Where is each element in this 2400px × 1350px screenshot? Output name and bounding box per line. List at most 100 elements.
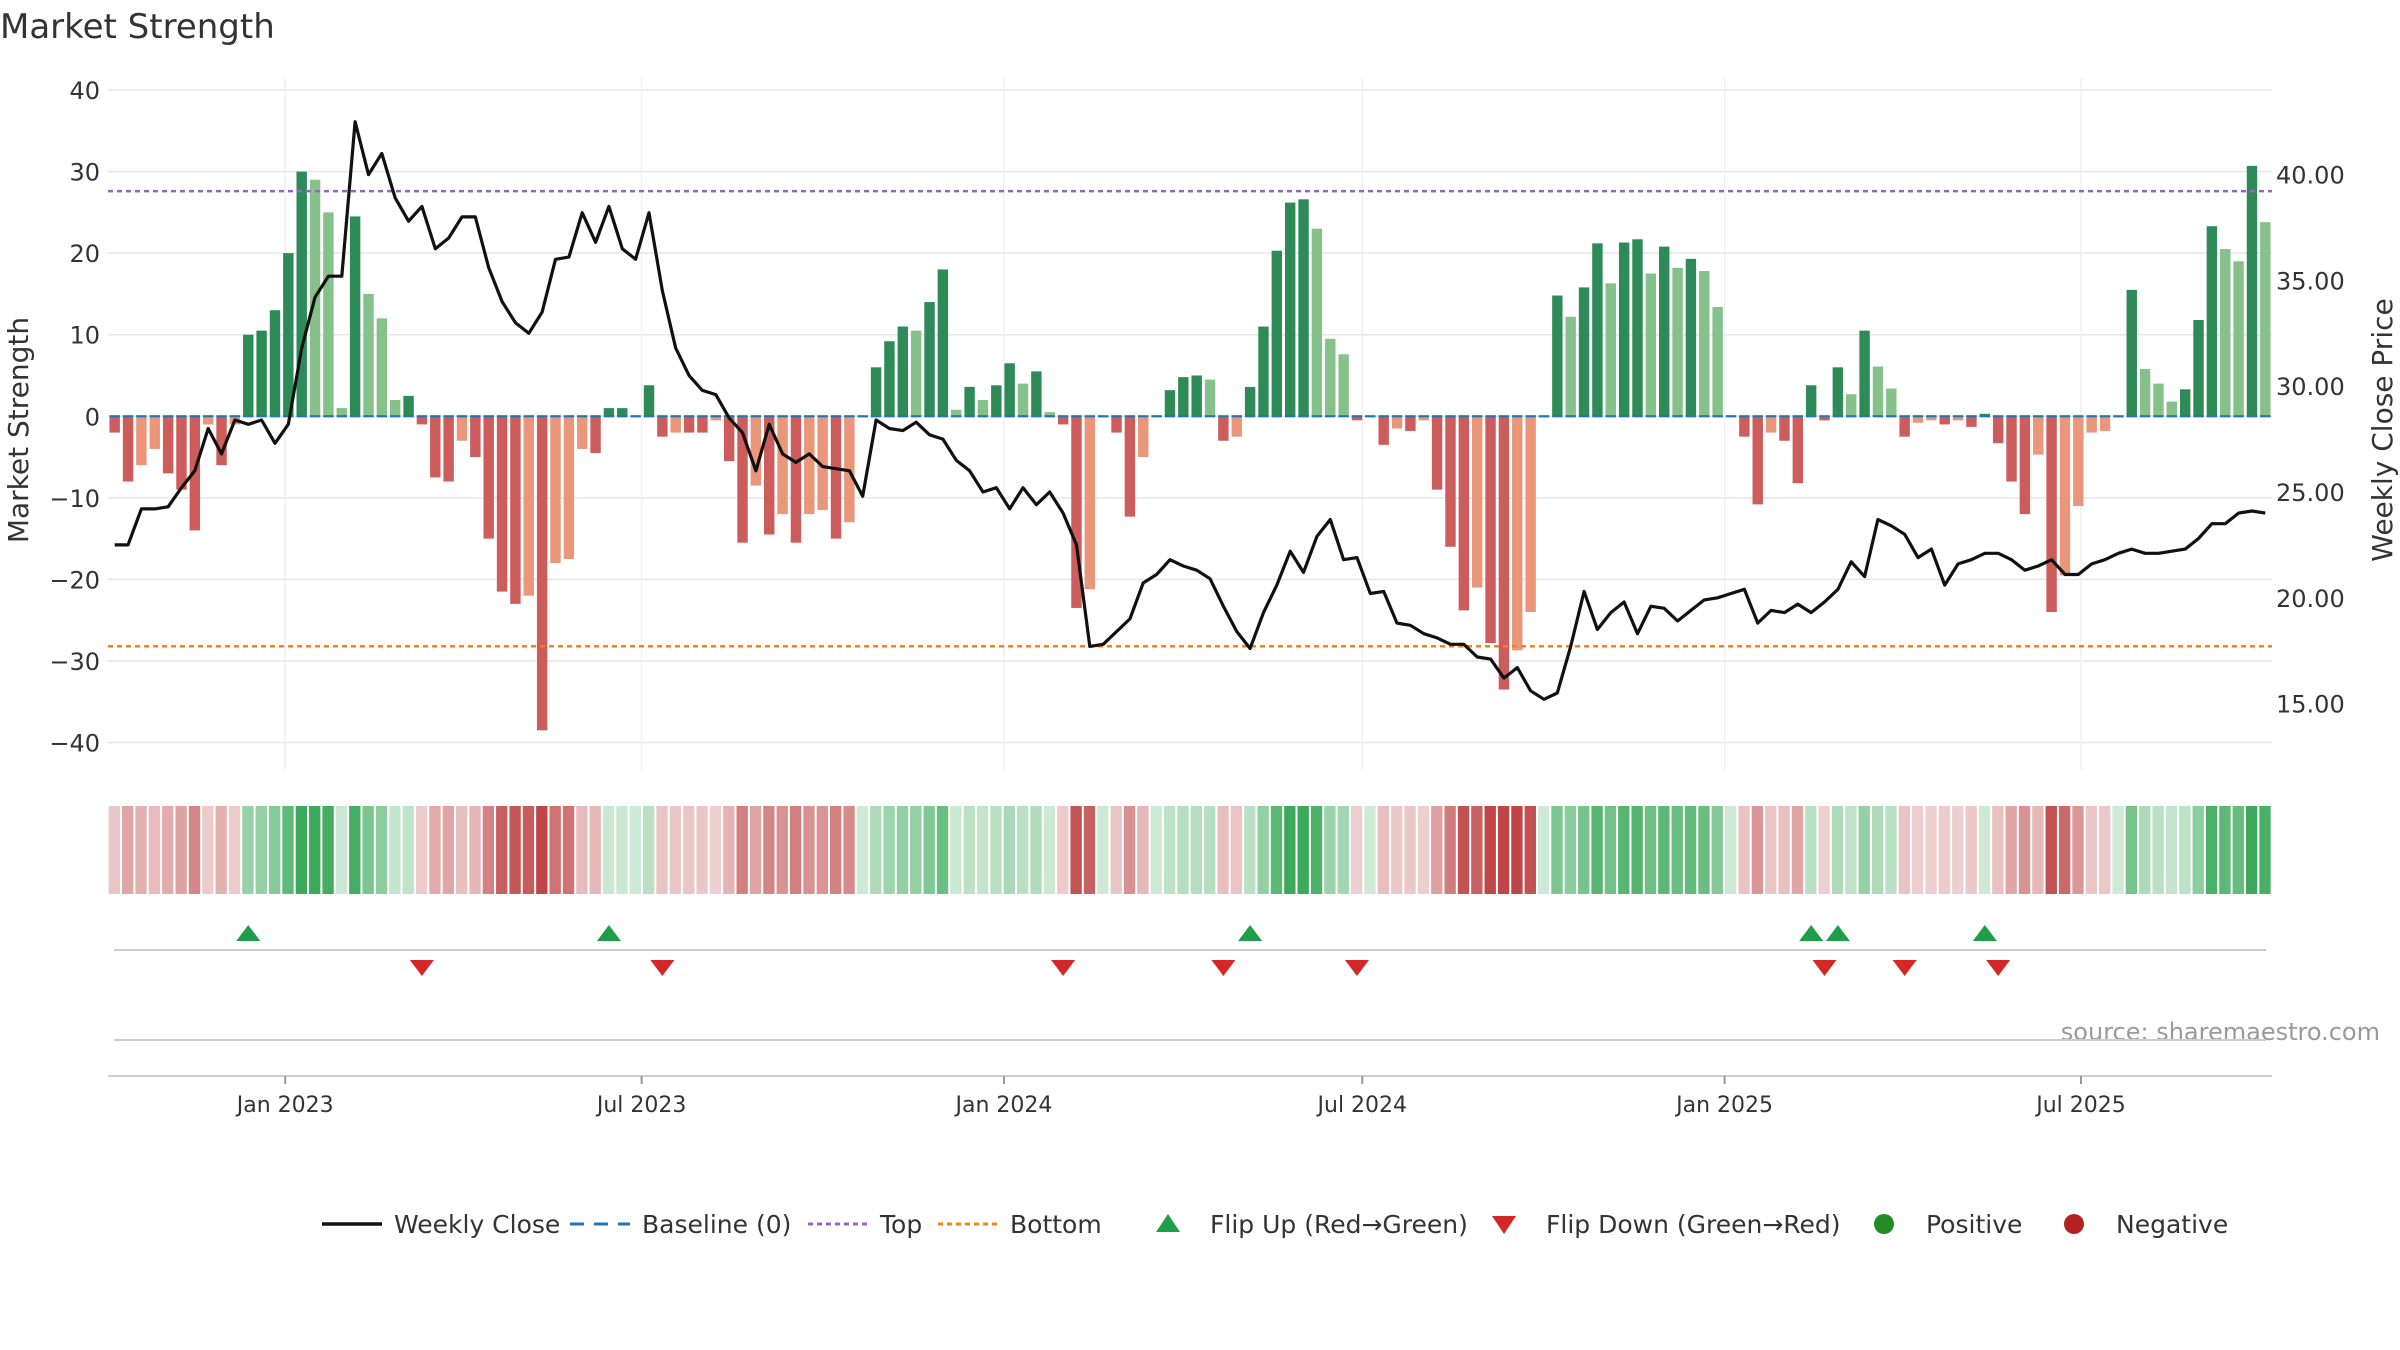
heat-cell xyxy=(162,806,174,894)
strength-bar xyxy=(657,416,668,437)
heat-cell xyxy=(255,806,267,894)
heat-cell xyxy=(1110,806,1122,894)
heat-cell xyxy=(1965,806,1977,894)
strength-bar xyxy=(737,416,748,543)
y-left-tick-label: 40 xyxy=(69,77,100,105)
strength-bar xyxy=(1618,242,1630,417)
strength-bar xyxy=(1912,416,1924,423)
x-tick-label: Jul 2025 xyxy=(2034,1093,2126,1118)
heat-cell xyxy=(1017,806,1029,894)
heat-cell xyxy=(1431,806,1443,894)
heat-cell xyxy=(1845,806,1857,894)
strength-bar xyxy=(202,416,214,425)
y-left-tick-label: −40 xyxy=(49,730,100,758)
flip-down-marker xyxy=(1211,960,1236,976)
heat-cell xyxy=(375,806,388,894)
legend-item-baseline: Baseline (0) xyxy=(570,1210,791,1239)
strength-bar xyxy=(964,386,975,417)
strength-bar xyxy=(1405,416,1416,431)
strength-bar xyxy=(577,416,588,449)
strength-bar xyxy=(1966,416,1977,427)
heat-cell xyxy=(1457,806,1470,894)
strength-bar xyxy=(1832,367,1844,417)
strength-bar xyxy=(563,416,575,560)
strength-bar xyxy=(1418,416,1429,421)
heat-cell xyxy=(1805,806,1817,894)
strength-bar xyxy=(443,416,454,482)
heat-cell xyxy=(2005,806,2017,894)
strength-bar xyxy=(1271,250,1283,417)
heat-cell xyxy=(2152,806,2164,894)
heat-cell xyxy=(522,806,535,894)
flip-markers xyxy=(114,925,2266,1041)
heat-cell xyxy=(1043,806,1056,894)
strength-bar xyxy=(2059,416,2071,576)
y-left-tick-label: −20 xyxy=(49,566,100,594)
strength-bar xyxy=(1552,295,1563,417)
flip-up-marker xyxy=(1799,925,1824,941)
strength-bar xyxy=(550,416,561,564)
strength-bar xyxy=(256,330,267,417)
strength-bar xyxy=(470,416,481,458)
heat-cell xyxy=(2165,806,2178,894)
y-left-tick-label: −10 xyxy=(49,485,100,513)
heat-cell xyxy=(2232,806,2244,894)
heat-cell xyxy=(2085,806,2098,894)
strength-bar xyxy=(2246,165,2258,417)
heat-cell xyxy=(1484,806,1496,894)
strength-bar xyxy=(1739,416,1750,437)
strength-bar xyxy=(1124,416,1136,517)
strength-bar xyxy=(189,416,201,531)
strength-bar xyxy=(1325,338,1336,417)
strength-bar xyxy=(830,416,842,539)
strength-bar xyxy=(162,416,174,474)
heat-cell xyxy=(1177,806,1189,894)
heat-cell xyxy=(656,806,668,894)
strength-bar xyxy=(1498,416,1510,690)
heat-cell xyxy=(1404,806,1416,894)
y-left-tick-label: 20 xyxy=(69,240,100,268)
heat-cell xyxy=(2219,806,2231,894)
heat-cell xyxy=(215,806,227,894)
heat-cell xyxy=(1564,806,1577,894)
strength-bar xyxy=(617,408,628,417)
heat-cell xyxy=(2099,806,2111,894)
y-left-tick-label: 0 xyxy=(85,403,100,431)
heat-cell xyxy=(1417,806,1430,894)
heat-cell xyxy=(1724,806,1737,894)
strength-bar xyxy=(269,310,281,417)
strength-bar xyxy=(1231,416,1242,437)
heat-cell xyxy=(2058,806,2071,894)
heat-cell xyxy=(749,806,762,894)
heat-cell xyxy=(709,806,722,894)
strength-bar xyxy=(2086,416,2097,433)
strength-bar xyxy=(1565,316,1576,417)
strength-bar xyxy=(510,416,521,604)
heat-cell xyxy=(950,806,962,894)
heat-cell xyxy=(669,806,682,894)
strength-bar xyxy=(870,367,882,417)
source-label: source: sharemaestro.com xyxy=(2061,1018,2380,1046)
strength-bar xyxy=(456,416,468,441)
strength-bar xyxy=(1178,377,1189,417)
heat-cell xyxy=(1604,806,1617,894)
strength-bar xyxy=(1218,416,1229,441)
heat-cell xyxy=(1337,806,1349,894)
flip-down-marker xyxy=(650,960,675,976)
heat-cell xyxy=(696,806,708,894)
strength-bar xyxy=(1859,330,1870,417)
heat-cell xyxy=(108,806,121,894)
strength-bar xyxy=(1044,412,1055,417)
legend-label: Weekly Close xyxy=(394,1210,560,1239)
heat-cell xyxy=(736,806,748,894)
heat-cell xyxy=(616,806,628,894)
heat-cell xyxy=(883,806,895,894)
heat-cell xyxy=(228,806,241,894)
heat-cell xyxy=(309,806,321,894)
heat-cell xyxy=(910,806,922,894)
heat-cell xyxy=(295,806,308,894)
flip-up-marker xyxy=(236,925,261,941)
flip-down-marker xyxy=(1986,960,2011,976)
strength-bar xyxy=(1779,416,1790,441)
